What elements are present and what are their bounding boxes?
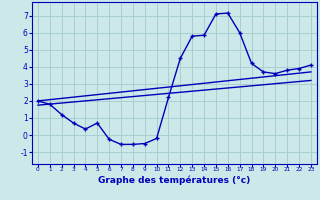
- X-axis label: Graphe des températures (°c): Graphe des températures (°c): [98, 175, 251, 185]
